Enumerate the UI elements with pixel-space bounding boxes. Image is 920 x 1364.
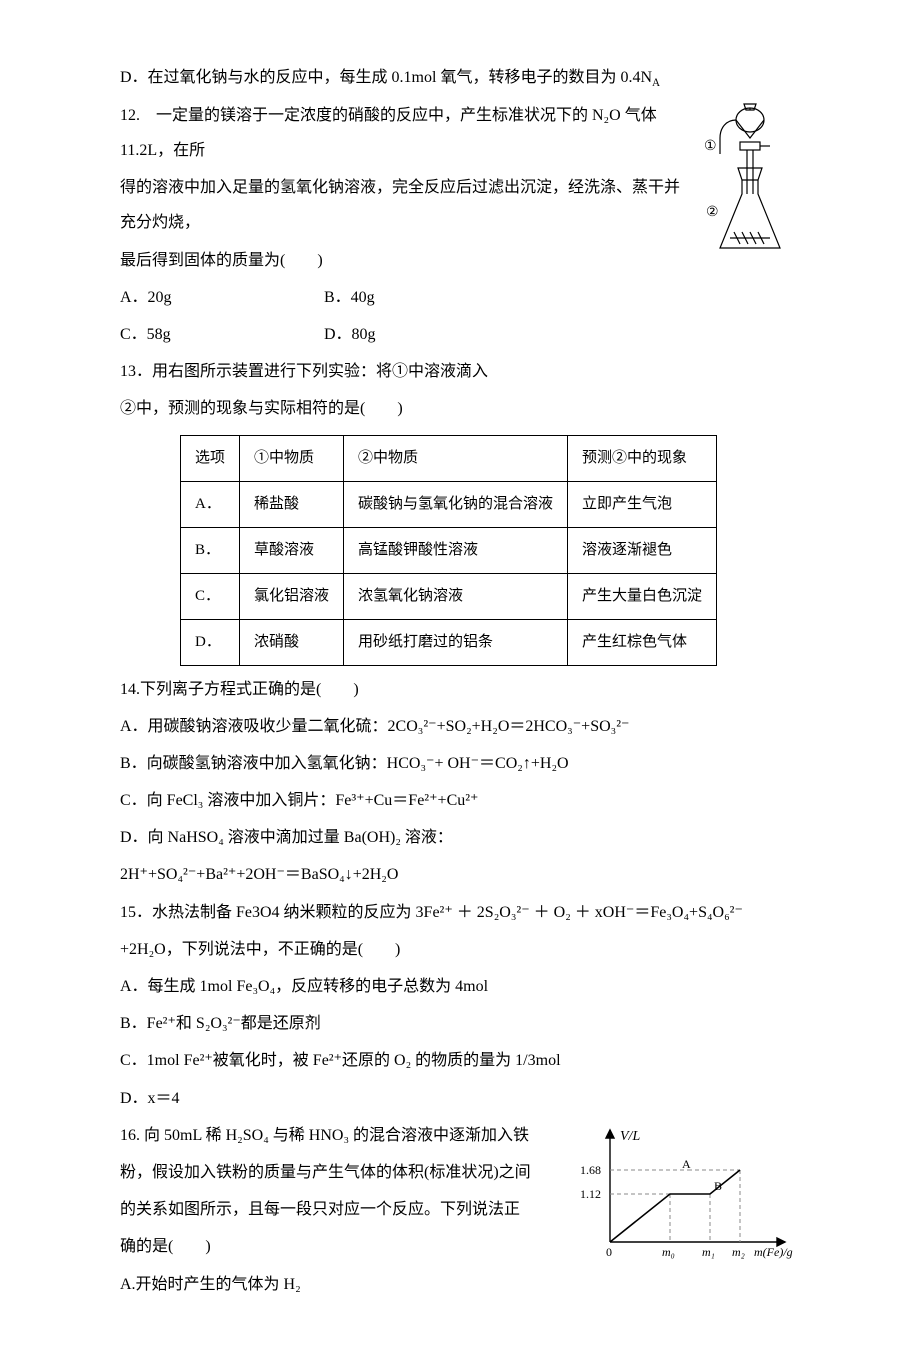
chart-y-label: V/L xyxy=(620,1129,640,1144)
q13-r0c0: A． xyxy=(181,481,240,527)
chart-point-a: A xyxy=(682,1157,691,1171)
q12-option-b: B．40g xyxy=(324,280,375,315)
apparatus-label-1: ① xyxy=(704,139,717,154)
q13-r3c0: D． xyxy=(181,619,240,665)
table-row: B． 草酸溶液 高锰酸钾酸性溶液 溶液逐渐褪色 xyxy=(181,527,717,573)
q11-option-d: D．在过氧化钠与水的反应中，每生成 0.1mol 氧气，转移电子的数目为 0.4… xyxy=(120,60,800,96)
q16-chart: V/L 1.68 1.12 A B 0 m₀ m₁ m₂ m(Fe)/g xyxy=(570,1122,800,1275)
q13-r3c3: 产生红棕色气体 xyxy=(568,619,717,665)
q15-stem-1: 15．水热法制备 Fe3O4 纳米颗粒的反应为 3Fe²⁺ ＋ 2S₂O₃²⁻ … xyxy=(120,895,800,930)
q13-r3c2: 用砂纸打磨过的铝条 xyxy=(344,619,568,665)
q11-option-d-text: D．在过氧化钠与水的反应中，每生成 0.1mol 氧气，转移电子的数目为 0.4… xyxy=(120,69,652,86)
chart-point-b: B xyxy=(714,1179,722,1193)
q14-option-c: C．向 FeCl₃ 溶液中加入铜片：Fe³⁺+Cu＝Fe²⁺+Cu²⁺ xyxy=(120,783,800,818)
q14-option-a: A．用碳酸钠溶液吸收少量二氧化硫：2CO₃²⁻+SO₂+H₂O＝2HCO₃⁻+S… xyxy=(120,709,800,744)
q13-apparatus-figure: ① ② xyxy=(690,98,800,276)
q15-option-d: D．x＝4 xyxy=(120,1081,800,1116)
q14-option-d-2: 2H⁺+SO₄²⁻+Ba²⁺+2OH⁻＝BaSO₄↓+2H₂O xyxy=(120,857,800,892)
q13-r2c3: 产生大量白色沉淀 xyxy=(568,573,717,619)
chart-ytick-168: 1.68 xyxy=(580,1163,601,1177)
q15-option-c: C．1mol Fe²⁺被氧化时，被 Fe²⁺还原的 O₂ 的物质的量为 1/3m… xyxy=(120,1043,800,1078)
q14-option-b: B．向碳酸氢钠溶液中加入氢氧化钠：HCO₃⁻+ OH⁻＝CO₂↑+H₂O xyxy=(120,746,800,781)
q12-options-row2: C．58g D．80g xyxy=(120,317,800,352)
q13-r1c3: 溶液逐渐褪色 xyxy=(568,527,717,573)
q13-r2c2: 浓氢氧化钠溶液 xyxy=(344,573,568,619)
chart-ytick-112: 1.12 xyxy=(580,1187,601,1201)
table-row: C． 氯化铝溶液 浓氢氧化钠溶液 产生大量白色沉淀 xyxy=(181,573,717,619)
chart-x-label: m(Fe)/g xyxy=(754,1245,793,1259)
q15-option-a: A．每生成 1mol Fe₃O₄，反应转移的电子总数为 4mol xyxy=(120,969,800,1004)
q15-option-b: B．Fe²⁺和 S₂O₃²⁻都是还原剂 xyxy=(120,1006,800,1041)
table-header-row: 选项 ①中物质 ②中物质 预测②中的现象 xyxy=(181,435,717,481)
q13-r0c1: 稀盐酸 xyxy=(240,481,344,527)
q13-th-3: 预测②中的现象 xyxy=(568,435,717,481)
q13-th-0: 选项 xyxy=(181,435,240,481)
q14-stem: 14.下列离子方程式正确的是( ) xyxy=(120,672,800,707)
q13-r1c2: 高锰酸钾酸性溶液 xyxy=(344,527,568,573)
q13-r0c3: 立即产生气泡 xyxy=(568,481,717,527)
q12-option-a: A．20g xyxy=(120,280,320,315)
q13-r1c0: B． xyxy=(181,527,240,573)
q12-option-d: D．80g xyxy=(324,317,376,352)
q14-option-d-1: D．向 NaHSO₄ 溶液中滴加过量 Ba(OH)₂ 溶液： xyxy=(120,820,800,855)
q13-r1c1: 草酸溶液 xyxy=(240,527,344,573)
q12-options-row1: A．20g B．40g xyxy=(120,280,800,315)
chart-m2: m₂ xyxy=(732,1245,745,1259)
q13-table: 选项 ①中物质 ②中物质 预测②中的现象 A． 稀盐酸 碳酸钠与氢氧化钠的混合溶… xyxy=(180,435,717,666)
table-row: D． 浓硝酸 用砂纸打磨过的铝条 产生红棕色气体 xyxy=(181,619,717,665)
chart-origin: 0 xyxy=(606,1245,612,1259)
chart-m1: m₁ xyxy=(702,1245,715,1259)
q13-th-2: ②中物质 xyxy=(344,435,568,481)
q13-r2c0: C． xyxy=(181,573,240,619)
chart-m0: m₀ xyxy=(662,1245,675,1259)
q15-stem-2: +2H₂O，下列说法中，不正确的是( ) xyxy=(120,932,800,967)
q12-option-c: C．58g xyxy=(120,317,320,352)
apparatus-label-2: ② xyxy=(706,205,719,220)
table-row: A． 稀盐酸 碳酸钠与氢氧化钠的混合溶液 立即产生气泡 xyxy=(181,481,717,527)
q13-th-1: ①中物质 xyxy=(240,435,344,481)
q13-r3c1: 浓硝酸 xyxy=(240,619,344,665)
q13-r0c2: 碳酸钠与氢氧化钠的混合溶液 xyxy=(344,481,568,527)
q13-stem-2: ②中，预测的现象与实际相符的是( ) xyxy=(120,391,800,426)
q13-stem-1: 13．用右图所示装置进行下列实验：将①中溶液滴入 xyxy=(120,354,800,389)
q13-r2c1: 氯化铝溶液 xyxy=(240,573,344,619)
avogadro-sub: A xyxy=(652,77,660,89)
